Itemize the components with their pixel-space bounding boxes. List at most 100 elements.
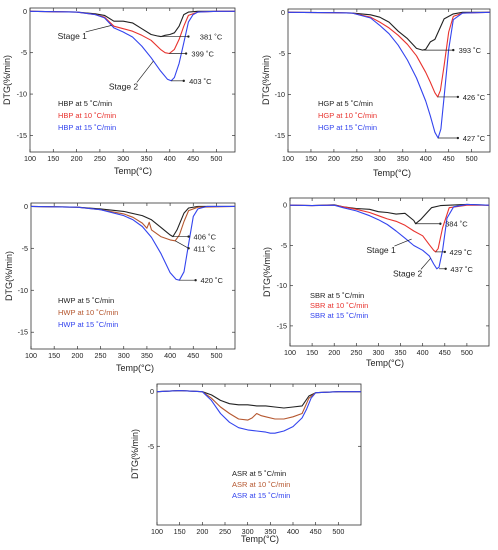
series-line-asr-1 [157, 390, 361, 421]
x-axis-label: Temp(°C) [366, 358, 404, 368]
x-axis-label: Temp(°C) [114, 166, 152, 176]
y-tick-label: 0 [24, 202, 28, 211]
x-tick-label: 150 [306, 348, 318, 357]
y-tick-label: 0 [283, 201, 287, 210]
x-tick-label: 500 [466, 154, 478, 163]
stage-leader-line [136, 60, 154, 83]
legend-entry: ASR at 5 ˚C/min [232, 469, 286, 478]
x-tick-label: 200 [71, 351, 83, 360]
x-tick-label: 100 [151, 527, 163, 536]
peak-leader-dot [456, 136, 460, 140]
chart-panel-asr: 100 150 200 250 300 350 400 450 500 0 -5 Temp(°C) DT… [130, 383, 362, 544]
series-line-hwp-0 [31, 205, 235, 238]
y-tick-label: -10 [277, 281, 287, 290]
series-line-hgp-1 [288, 11, 490, 98]
series-line-sbr-1 [290, 204, 489, 253]
y-axis-label: DTG(%/min) [261, 55, 271, 105]
legend-entry: HBP at 15 ˚C/min [58, 123, 116, 132]
x-tick-label: 300 [118, 351, 130, 360]
x-tick-label: 250 [94, 154, 106, 163]
stage-leader-line [394, 238, 412, 247]
plot-frame [289, 197, 490, 347]
x-tick-label: 450 [310, 527, 322, 536]
legend-entry: HBP at 5 ˚C/min [58, 99, 112, 108]
x-tick-label: 350 [397, 154, 409, 163]
x-tick-label: 200 [196, 527, 208, 536]
peak-label: 437 ˚C [450, 265, 473, 274]
legend-entry: HWP at 5 ˚C/min [58, 296, 114, 305]
x-tick-label: 150 [305, 154, 317, 163]
y-tick-label: -5 [21, 48, 27, 57]
legend-entry: SBR at 10 ˚C/min [310, 301, 368, 310]
peak-label: 393 ˚C [459, 46, 482, 55]
y-axis-label: DTG(%/min) [262, 247, 272, 297]
series-line-hbp-2 [30, 10, 235, 82]
peak-label: 411 ˚C [193, 244, 216, 253]
legend-entry: ASR at 15 ˚C/min [232, 491, 290, 500]
stage-label: Stage 2 [393, 268, 423, 278]
y-tick-label: -5 [279, 49, 285, 58]
y-tick-label: -15 [18, 328, 28, 337]
y-tick-label: -10 [17, 90, 27, 99]
peak-leader-dot [444, 267, 447, 270]
x-tick-label: 300 [372, 348, 384, 357]
x-tick-label: 400 [417, 348, 429, 357]
x-tick-label: 450 [439, 348, 451, 357]
x-tick-label: 150 [174, 527, 186, 536]
legend-entry: ASR at 10 ˚C/min [232, 480, 290, 489]
x-tick-label: 350 [141, 351, 153, 360]
y-tick-label: -10 [275, 90, 285, 99]
x-tick-label: 300 [242, 527, 254, 536]
series-line-hwp-1 [31, 205, 235, 242]
chart-panel-hwp: 100 150 200 250 300 350 400 450 500 0 -5 -10 -15 Temp… [4, 202, 236, 373]
x-tick-label: 350 [140, 154, 152, 163]
x-tick-label: 500 [210, 351, 222, 360]
peak-label: 427 ˚C [463, 134, 486, 143]
x-tick-label: 500 [332, 527, 344, 536]
plot-frame [156, 383, 362, 526]
plot-frame [29, 7, 236, 153]
x-tick-label: 300 [117, 154, 129, 163]
x-tick-label: 350 [395, 348, 407, 357]
y-tick-label: -15 [17, 131, 27, 140]
peak-label: 381 ˚C [200, 33, 223, 42]
y-tick-label: 0 [150, 387, 154, 396]
y-tick-label: -5 [148, 442, 154, 451]
peak-leader-dot [187, 247, 190, 250]
x-tick-label: 300 [374, 154, 386, 163]
x-tick-label: 350 [264, 527, 276, 536]
legend-entry: HGP at 5 ˚C/min [318, 99, 373, 108]
chart-panel-sbr: 100 150 200 250 300 350 400 450 500 0 -5 -10 -15 Temp… [262, 197, 490, 368]
x-axis-label: Temp(°C) [116, 363, 154, 373]
x-tick-label: 400 [420, 154, 432, 163]
x-tick-label: 250 [219, 527, 231, 536]
legend-entry: HGP at 15 ˚C/min [318, 123, 377, 132]
y-axis-label: DTG(%/min) [130, 429, 140, 479]
y-axis-label: DTG(%/min) [2, 55, 12, 105]
peak-label: 406 ˚C [193, 233, 216, 242]
chart-panel-hgp: 100 150 200 250 300 350 400 450 500 0 -5 -10 -15 Temp… [261, 8, 491, 178]
x-tick-label: 500 [461, 348, 473, 357]
x-tick-label: 100 [282, 154, 294, 163]
x-tick-label: 200 [328, 348, 340, 357]
legend-entry: HGP at 10 ˚C/min [318, 111, 377, 120]
y-tick-label: 0 [23, 7, 27, 16]
peak-label: 399 ˚C [191, 50, 214, 59]
plot-frame [287, 8, 491, 153]
legend-entry: SBR at 15 ˚C/min [310, 311, 368, 320]
x-tick-label: 200 [328, 154, 340, 163]
y-axis-label: DTG(%/min) [4, 251, 14, 301]
x-tick-label: 450 [187, 351, 199, 360]
x-tick-label: 250 [95, 351, 107, 360]
x-axis-label: Temp(°C) [373, 168, 411, 178]
peak-label: 420 ˚C [200, 276, 223, 285]
peak-leader-dot [184, 52, 188, 55]
x-tick-label: 250 [351, 154, 363, 163]
stage-label: Stage 1 [58, 31, 88, 41]
peak-label: 403 ˚C [189, 77, 212, 86]
peak-label: 384 ˚C [445, 220, 468, 229]
x-tick-label: 100 [24, 154, 36, 163]
peak-leader-dot [456, 95, 460, 99]
x-tick-label: 250 [350, 348, 362, 357]
